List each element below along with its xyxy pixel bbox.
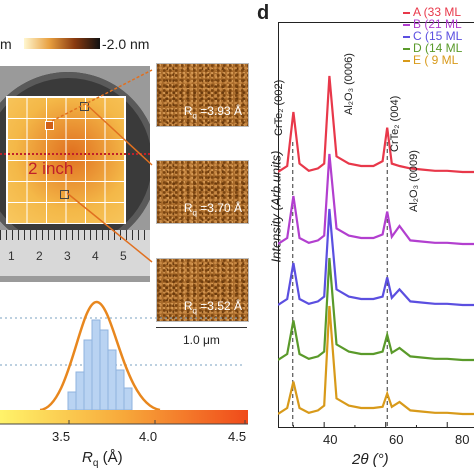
histogram-bar — [107, 349, 117, 411]
peak-label-crte2-002: CrTe₂ (002) — [273, 79, 285, 136]
ruler-number-3: 3 — [64, 249, 71, 263]
ruler-number-2: 2 — [36, 249, 43, 263]
histogram-bar — [67, 391, 77, 411]
xrd-frame — [278, 22, 474, 428]
histogram-bar — [99, 329, 109, 411]
histogram-bar — [91, 319, 101, 411]
wafer-photo: 2 inch 1 2 3 4 5 — [0, 66, 150, 282]
sample-marker-1 — [45, 121, 54, 130]
histogram-tick-2: 4.0 — [139, 429, 158, 444]
legend-entry: C (15 ML — [403, 30, 462, 42]
legend-label: C (15 ML — [413, 29, 463, 43]
wafer-size-label: 2 inch — [28, 159, 74, 178]
gaussian-fit — [39, 300, 161, 412]
rq-label-1: Rq =3.93 Å — [183, 103, 242, 120]
histogram-bar — [83, 339, 93, 411]
ruler-number-4: 4 — [92, 249, 99, 263]
afm-image-1: Rq =3.93 Å — [156, 63, 249, 127]
rq-label-2: Rq =3.70 Å — [183, 200, 242, 217]
legend-swatch — [403, 47, 410, 50]
ruler-number-5: 5 — [120, 249, 127, 263]
histogram-colorbar — [0, 410, 248, 424]
callout-lines — [51, 69, 153, 263]
rq-histogram — [0, 300, 248, 425]
height-colorbar — [24, 38, 100, 49]
xrd-series-line — [278, 305, 474, 416]
scale-bar-label: 1.0 μm — [183, 333, 220, 347]
xrd-series-line — [278, 208, 474, 307]
colorbar-right-label: -2.0 nm — [102, 36, 150, 52]
legend-swatch — [403, 23, 410, 26]
legend-label: D (14 ML — [413, 41, 463, 55]
xrd-tick-80: 80 — [455, 432, 470, 447]
legend-swatch — [403, 35, 410, 38]
legend-label: B (21 ML — [413, 17, 462, 31]
wafer-grid — [6, 96, 126, 224]
histogram-tick-3: 4.5 — [228, 429, 247, 444]
xrd-plot — [278, 22, 474, 428]
afm-image-3: Rq =3.52 Å — [156, 258, 249, 322]
legend-entry: D (14 ML — [403, 42, 462, 54]
rq-label-3: Rq =3.52 Å — [183, 298, 242, 315]
histogram-bar — [75, 371, 85, 411]
peak-label-al2o3-0009: Al₂O₃ (0009) — [408, 150, 420, 212]
ruler-number-1: 1 — [8, 249, 15, 263]
xrd-series-line — [278, 75, 474, 174]
legend-entry: E ( 9 ML — [403, 54, 458, 66]
legend-swatch — [403, 11, 410, 14]
xrd-tick-60: 60 — [389, 432, 404, 447]
histogram-bars — [67, 319, 133, 411]
panel-d-label: d — [257, 2, 270, 24]
xrd-xlabel: 2θ (°) — [352, 451, 389, 468]
peak-label-al2o3-0006: Al₂O₃ (0006) — [343, 53, 355, 115]
histogram-bar — [123, 387, 133, 411]
xrd-series-line — [278, 257, 474, 362]
histogram-xlabel: Rq (Å) — [82, 449, 123, 469]
histogram-tick-1: 3.5 — [52, 429, 71, 444]
afm-image-2: Rq =3.70 Å — [156, 160, 249, 224]
legend-label: A (33 ML — [413, 5, 462, 19]
wafer-dashed-line — [0, 153, 150, 155]
histogram-bar — [115, 369, 125, 411]
legend-entry: B (21 ML — [403, 18, 462, 30]
scale-bar — [156, 327, 247, 328]
legend-label: E ( 9 ML — [413, 53, 459, 67]
legend-entry: A (33 ML — [403, 6, 461, 18]
peak-label-crte2-004: CrTe₂ (004) — [389, 95, 401, 152]
xrd-series-line — [278, 153, 474, 246]
ruler — [0, 230, 150, 276]
colorbar-left-label: m — [0, 36, 12, 52]
legend-swatch — [403, 59, 410, 62]
xrd-tick-40: 40 — [323, 432, 338, 447]
